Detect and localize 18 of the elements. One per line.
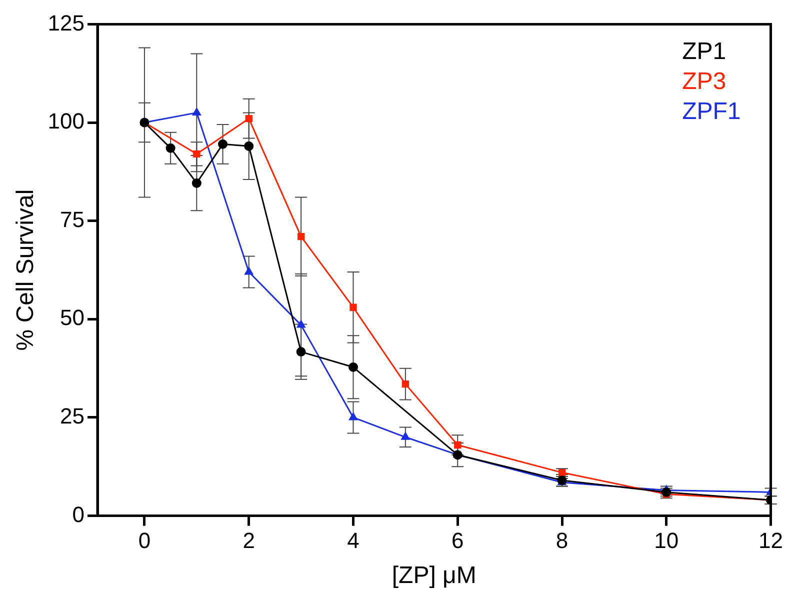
x-tick-label: 4 bbox=[347, 528, 360, 554]
x-tick-label: 12 bbox=[758, 528, 784, 554]
x-tick-label: 8 bbox=[556, 528, 568, 554]
x-tick-label: 10 bbox=[654, 528, 679, 554]
text: ZP1 bbox=[682, 38, 726, 65]
y-tick-label: 125 bbox=[48, 10, 85, 36]
y-axis-title: % Cell Survival bbox=[12, 189, 40, 351]
y-tick-label: 0 bbox=[72, 502, 85, 527]
text: ZPF1 bbox=[682, 98, 741, 125]
y-tick-label: 25 bbox=[60, 404, 85, 429]
x-tick-label: 6 bbox=[451, 528, 464, 554]
x-axis-title: [ZP] μM bbox=[392, 562, 476, 590]
x-tick-label: 2 bbox=[242, 528, 255, 554]
y-tick-label: 75 bbox=[60, 206, 85, 232]
y-tick-label: 100 bbox=[48, 108, 85, 134]
text: ZP3 bbox=[682, 68, 726, 95]
y-tick-label: 50 bbox=[60, 305, 85, 330]
x-tick-label: 0 bbox=[138, 528, 151, 554]
